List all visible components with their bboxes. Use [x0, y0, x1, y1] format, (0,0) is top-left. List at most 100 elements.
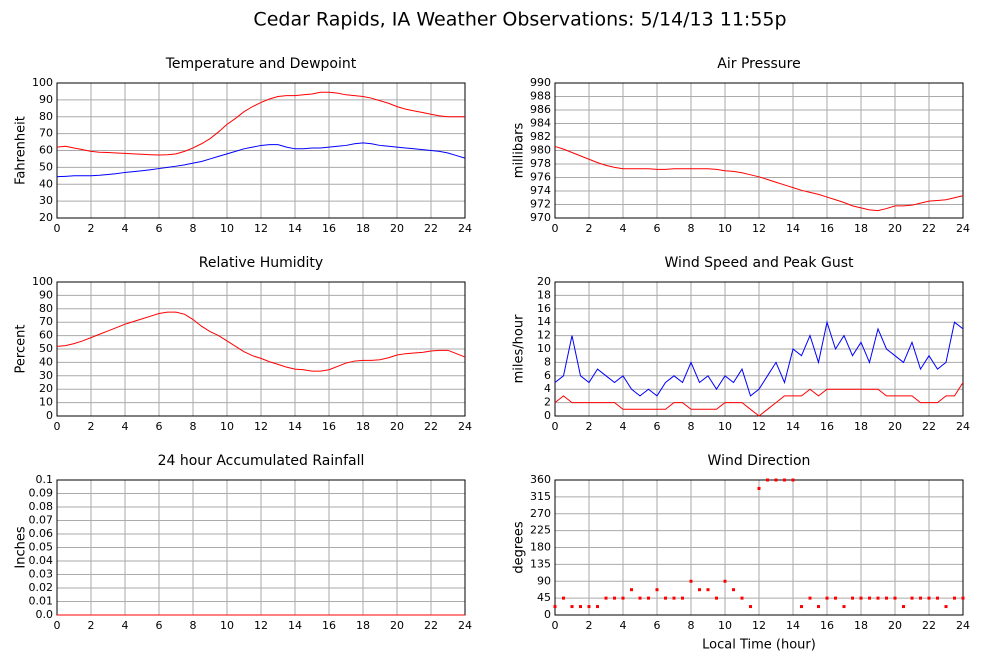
y-tick-label: 970: [530, 211, 551, 224]
y-axis-label: Percent: [14, 325, 29, 374]
y-tick-label: 70: [39, 315, 53, 328]
x-tick-label: 18: [356, 222, 370, 235]
point: [885, 596, 888, 600]
point: [604, 596, 608, 600]
y-tick-label: 270: [530, 507, 551, 520]
y-tick-label: 980: [530, 144, 551, 157]
y-tick-label: 10: [39, 396, 53, 409]
chart-title: Temperature and Dewpoint: [165, 56, 357, 72]
y-tick-label: 20: [537, 275, 551, 288]
point: [936, 596, 939, 600]
y-tick-label: 60: [39, 144, 53, 157]
x-tick-label: 18: [854, 222, 868, 235]
y-tick-label: 90: [39, 93, 53, 106]
x-tick-label: 14: [288, 619, 302, 632]
point: [553, 605, 557, 609]
x-tick-label: 4: [122, 222, 129, 235]
y-tick-label: 20: [39, 382, 53, 395]
x-tick-label: 10: [220, 222, 234, 235]
chart-title: Wind Speed and Peak Gust: [665, 255, 854, 271]
x-tick-label: 2: [586, 222, 593, 235]
x-tick-label: 10: [220, 420, 234, 433]
x-tick-label: 2: [88, 420, 95, 433]
y-tick-label: 180: [530, 541, 551, 554]
point: [698, 588, 701, 592]
x-tick-label: 24: [458, 222, 472, 235]
x-tick-label: 16: [322, 420, 336, 433]
x-tick-label: 2: [88, 222, 95, 235]
x-tick-label: 10: [718, 619, 732, 632]
y-tick-label: 2: [544, 396, 551, 409]
point: [919, 596, 922, 600]
x-tick-label: 12: [254, 619, 268, 632]
point: [868, 596, 871, 600]
point: [791, 478, 795, 482]
line: [554, 382, 964, 417]
x-tick-label: 16: [820, 420, 834, 433]
point: [681, 596, 684, 600]
x-tick-label: 16: [820, 222, 834, 235]
point: [655, 588, 659, 592]
x-tick-label: 22: [922, 222, 936, 235]
y-tick-label: 20: [39, 211, 53, 224]
chart-title: 24 hour Accumulated Rainfall: [158, 453, 365, 469]
x-tick-label: 12: [752, 222, 766, 235]
plot-frame: [554, 82, 964, 219]
point: [621, 596, 625, 600]
point: [808, 596, 812, 600]
line: [56, 91, 465, 156]
x-tick-label: 24: [458, 619, 472, 632]
point: [766, 478, 769, 482]
x-tick-label: 0: [552, 619, 559, 632]
x-tick-label: 14: [786, 222, 800, 235]
point: [783, 478, 786, 482]
point: [689, 579, 693, 583]
point: [961, 596, 965, 600]
point: [927, 596, 931, 600]
y-tick-label: 990: [530, 76, 551, 89]
x-tick-label: 12: [752, 619, 766, 632]
x-tick-label: 12: [752, 420, 766, 433]
x-tick-label: 24: [956, 222, 970, 235]
x-tick-label: 0: [552, 420, 559, 433]
point: [672, 596, 676, 600]
x-tick-label: 0: [54, 420, 61, 433]
x-tick-label: 18: [854, 619, 868, 632]
x-tick-label: 0: [54, 619, 61, 632]
y-tick-label: 100: [32, 76, 53, 89]
x-tick-label: 24: [458, 420, 472, 433]
x-tick-label: 8: [190, 420, 197, 433]
x-tick-label: 4: [620, 222, 627, 235]
x-tick-label: 22: [424, 420, 438, 433]
y-axis-label: degrees: [512, 521, 527, 574]
y-tick-label: 80: [39, 110, 53, 123]
x-tick-label: 14: [786, 420, 800, 433]
y-tick-label: 0: [544, 608, 551, 621]
x-tick-label: 24: [956, 420, 970, 433]
x-tick-label: 12: [254, 420, 268, 433]
point: [638, 596, 642, 600]
x-tick-label: 18: [854, 420, 868, 433]
x-tick-label: 24: [956, 619, 970, 632]
x-tick-label: 20: [888, 222, 902, 235]
point: [587, 605, 591, 609]
plot-frame: [56, 281, 466, 417]
x-tick-label: 22: [922, 619, 936, 632]
point: [570, 605, 574, 609]
y-axis-label: miles/hour: [512, 314, 527, 383]
y-tick-label: 70: [39, 127, 53, 140]
y-tick-label: 90: [39, 288, 53, 301]
y-tick-label: 90: [537, 574, 551, 587]
point: [800, 605, 803, 609]
y-axis-label: Fahrenheit: [14, 116, 29, 185]
point: [732, 588, 735, 592]
plot-frame: [554, 479, 964, 616]
y-tick-label: 984: [530, 117, 551, 130]
y-tick-label: 50: [39, 342, 53, 355]
point: [579, 605, 582, 609]
y-tick-label: 0.07: [29, 514, 54, 527]
y-axis-label: Inches: [14, 526, 29, 568]
x-tick-label: 10: [718, 420, 732, 433]
